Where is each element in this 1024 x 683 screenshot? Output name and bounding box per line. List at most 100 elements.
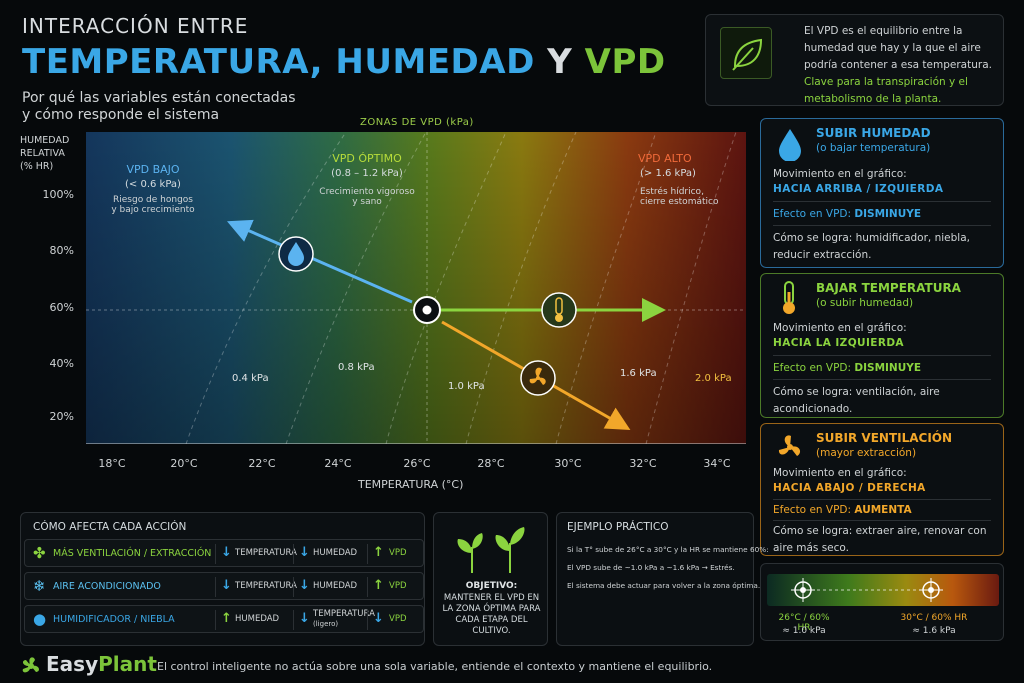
card-move-label: Movimiento en el gráfico: (773, 322, 907, 334)
zones-title: ZONAS DE VPD (kPa) (360, 117, 474, 128)
fan-icon (778, 435, 801, 456)
y-label-1: HUMEDAD (20, 135, 70, 146)
card-effect-value: DISMINUYE (854, 362, 922, 374)
card-effect-label: Efecto en VPD: (773, 504, 852, 516)
x-tick-label: 32°C (629, 457, 657, 470)
x-tick-label: 30°C (554, 457, 582, 470)
y-tick-label: 100% (42, 188, 74, 201)
info-text: El VPD es el equilibrio entre la humedad… (804, 23, 1000, 108)
row-separator (293, 544, 294, 564)
zone-high: VPD ALTO (> 1.6 kPa) Estrés hídrico, cie… (620, 152, 720, 207)
pre-title: INTERACCIÓN ENTRE (22, 14, 249, 38)
row-separator (215, 577, 216, 597)
card-move-value: HACIA LA IZQUIERDA (773, 337, 904, 349)
seedling-icon (457, 527, 525, 573)
example-line-1: Si la T° sube de 26°C a 30°C y la HR se … (567, 545, 769, 554)
direction-arrow: ↓ (221, 545, 232, 560)
direction-arrow: ↑ (373, 578, 384, 593)
row-separator (367, 610, 368, 630)
card-divider (773, 379, 991, 380)
zone-optimal-name: VPD ÓPTIMO (332, 152, 402, 165)
title-part-3: VPD (584, 42, 666, 82)
isoline-1 (185, 132, 347, 444)
effect-label: HUMEDAD (235, 614, 280, 624)
isoline-label-3: 1.0 kPa (448, 381, 485, 392)
card-move-label: Movimiento en el gráfico: (773, 168, 907, 180)
card-divider (773, 201, 991, 202)
isoline-label-4: 1.6 kPa (620, 368, 657, 379)
zone-optimal-range: (0.8 – 1.2 kPa) (331, 168, 403, 179)
zone-high-name: VPD ALTO (638, 152, 692, 165)
isoline-5 (555, 132, 657, 444)
example-line-3: El sistema debe actuar para volver a la … (567, 581, 761, 590)
objective-text: MANTENER EL VPD EN LA ZONA ÓPTIMA PARA C… (442, 593, 541, 636)
card-effect-label: Efecto en VPD: (773, 208, 852, 220)
action-row: ● HUMIDIFICADOR / NIEBLA ↑ HUMEDAD ↓ TEMPERAT… (24, 605, 424, 633)
zone-low-range: (< 0.6 kPa) (125, 179, 181, 190)
card-effect: Efecto en VPD: DISMINUYE (773, 362, 921, 374)
effect-label: TEMPERATURA (235, 581, 297, 591)
card-title: SUBIR HUMEDAD (816, 126, 931, 140)
card-divider (773, 355, 991, 356)
direction-arrow: ↓ (299, 611, 310, 626)
isoline-label-5: 2.0 kPa (695, 373, 732, 384)
fan-icon: ✤ (33, 544, 46, 562)
y-label-3: (% HR) (20, 161, 54, 172)
isoline-2 (285, 132, 427, 444)
x-tick-label: 18°C (98, 457, 126, 470)
y-tick-label: 20% (49, 410, 74, 423)
zone-optimal: VPD ÓPTIMO (0.8 – 1.2 kPa) Crecimiento v… (312, 152, 422, 207)
direction-arrow: ↑ (373, 545, 384, 560)
brand-easy: Easy (46, 652, 99, 676)
y-label-2: RELATIVA (20, 148, 65, 159)
card-title: BAJAR TEMPERATURA (816, 281, 961, 295)
zone-high-desc1: Estrés hídrico, (640, 187, 704, 197)
row-separator (293, 577, 294, 597)
subtitle: Por qué las variables están conectadas y… (22, 90, 296, 124)
isoline-label-1: 0.4 kPa (232, 373, 269, 384)
x-tick-label: 28°C (477, 457, 505, 470)
row-separator (367, 577, 368, 597)
objective-box: OBJETIVO: MANTENER EL VPD EN LA ZONA ÓPT… (433, 512, 548, 646)
y-tick-label: 80% (49, 244, 74, 257)
zone-low-desc2: y bajo crecimiento (111, 205, 195, 215)
direction-arrow: ↓ (221, 578, 232, 593)
leaf-icon-box (720, 27, 772, 79)
y-axis-label: HUMEDAD RELATIVA (% HR) (20, 134, 69, 173)
card-effect-label: Efecto en VPD: (773, 362, 852, 374)
card-divider (773, 520, 991, 521)
card-lower-temperature: BAJAR TEMPERATURA (o subir humedad) Movi… (760, 273, 1004, 418)
leaf-icon (732, 38, 763, 71)
card-how: Cómo se logra: humidificador, niebla, re… (773, 230, 988, 264)
zone-optimal-desc1: Crecimiento vigoroso (319, 187, 415, 197)
footer-text: El control inteligente no actúa sobre un… (157, 660, 713, 673)
x-axis-label: TEMPERATURA (°C) (358, 478, 464, 491)
y-tick-label: 60% (49, 301, 74, 314)
effect-label: HUMEDAD (313, 548, 358, 558)
vpd-chart (86, 132, 746, 444)
card-subtitle: (o bajar temperatura) (816, 142, 931, 154)
example-end-vpd: ≈ 1.6 kPa (912, 626, 956, 636)
example-title: EJEMPLO PRÁCTICO (567, 521, 669, 533)
direction-arrow: ↓ (299, 578, 310, 593)
card-divider (773, 499, 991, 500)
info-body: El VPD es el equilibrio entre la humedad… (804, 25, 992, 71)
card-title: SUBIR VENTILACIÓN (816, 431, 953, 445)
x-tick-label: 26°C (403, 457, 431, 470)
snowflake-icon: ❄ (33, 577, 46, 595)
card-effect: Efecto en VPD: AUMENTA (773, 504, 912, 516)
objective-label: OBJETIVO: (465, 581, 518, 591)
direction-arrow: ↓ (299, 545, 310, 560)
card-effect-value: AUMENTA (854, 504, 912, 516)
thermometer-icon (783, 281, 795, 314)
card-how: Cómo se logra: extraer aire, renovar con… (773, 523, 988, 557)
direction-arrow: ↓ (373, 611, 384, 626)
example-end-label: 30°C / 60% HR (900, 613, 968, 623)
action-row: ✤ MÁS VENTILACIÓN / EXTRACCIÓN ↓ TEMPERATUR… (24, 539, 424, 567)
logo-icon (22, 657, 39, 673)
isoline-4 (465, 132, 577, 444)
x-tick-label: 34°C (703, 457, 731, 470)
card-raise-humidity: SUBIR HUMEDAD (o bajar temperatura) Movi… (760, 118, 1004, 268)
example-box: EJEMPLO PRÁCTICO Si la T° sube de 26°C a… (556, 512, 769, 646)
example-line-2: El VPD sube de ~1.0 kPa a ~1.6 kPa → Est… (567, 563, 735, 572)
